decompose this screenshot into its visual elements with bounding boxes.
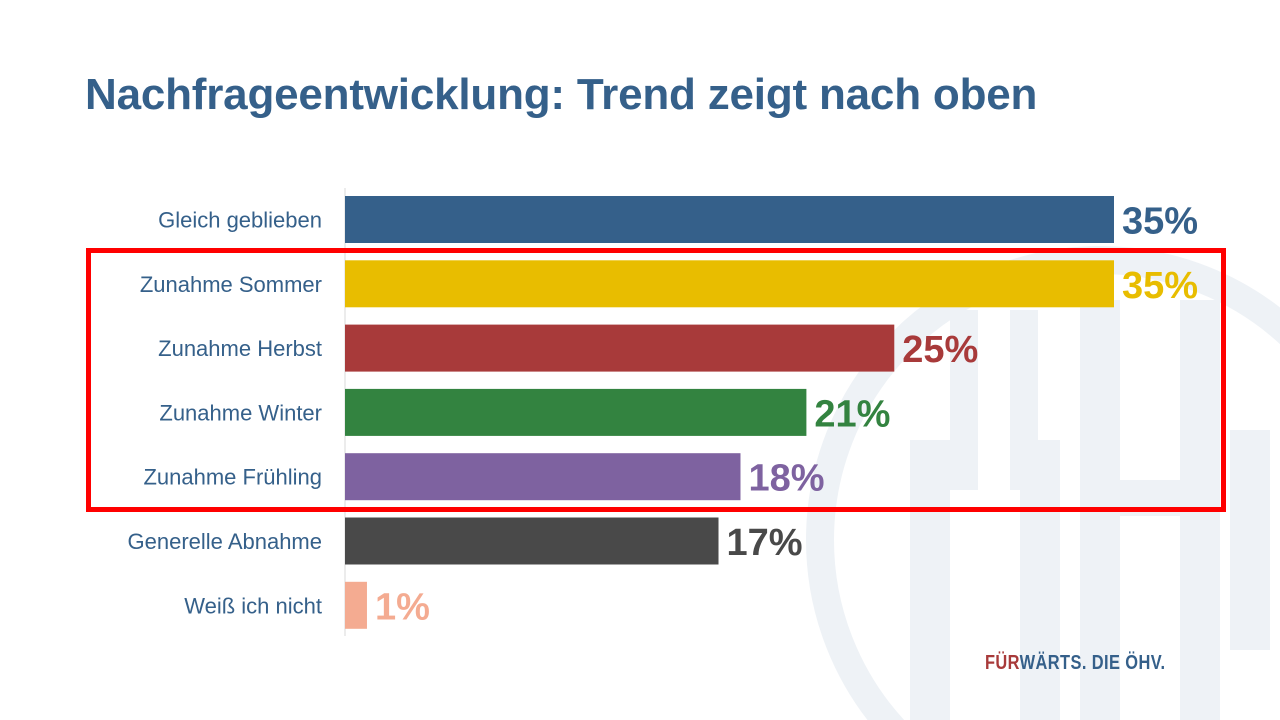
highlight-box: [86, 248, 1226, 512]
page-title: Nachfrageentwicklung: Trend zeigt nach o…: [85, 70, 1038, 119]
bar-5: [345, 517, 719, 565]
value-label: 21%: [814, 393, 890, 435]
footer-brand-blue: WÄRTS. DIE ÖHV.: [1019, 652, 1166, 674]
bar-3: [345, 388, 807, 436]
category-label: Gleich geblieben: [158, 208, 322, 233]
category-label: Zunahme Herbst: [158, 336, 322, 361]
value-label: 35%: [1122, 265, 1198, 307]
value-label: 17%: [727, 522, 803, 564]
category-label: Zunahme Winter: [159, 400, 322, 425]
value-label: 1%: [375, 586, 430, 628]
bar-1: [345, 260, 1114, 308]
value-label: 18%: [748, 458, 824, 500]
bar-2: [345, 324, 895, 372]
bar-4: [345, 453, 741, 501]
category-label: Zunahme Frühling: [143, 465, 322, 490]
category-label: Zunahme Sommer: [140, 272, 322, 297]
bar-6: [345, 581, 367, 629]
value-label: 35%: [1122, 201, 1198, 243]
category-label: Generelle Abnahme: [128, 529, 322, 554]
bar-0: [345, 196, 1114, 243]
category-label: Weiß ich nicht: [184, 593, 322, 618]
footer-brand: FÜRWÄRTS. DIE ÖHV.: [985, 652, 1166, 675]
footer-brand-red: FÜR: [985, 652, 1020, 674]
value-label: 25%: [902, 329, 978, 371]
